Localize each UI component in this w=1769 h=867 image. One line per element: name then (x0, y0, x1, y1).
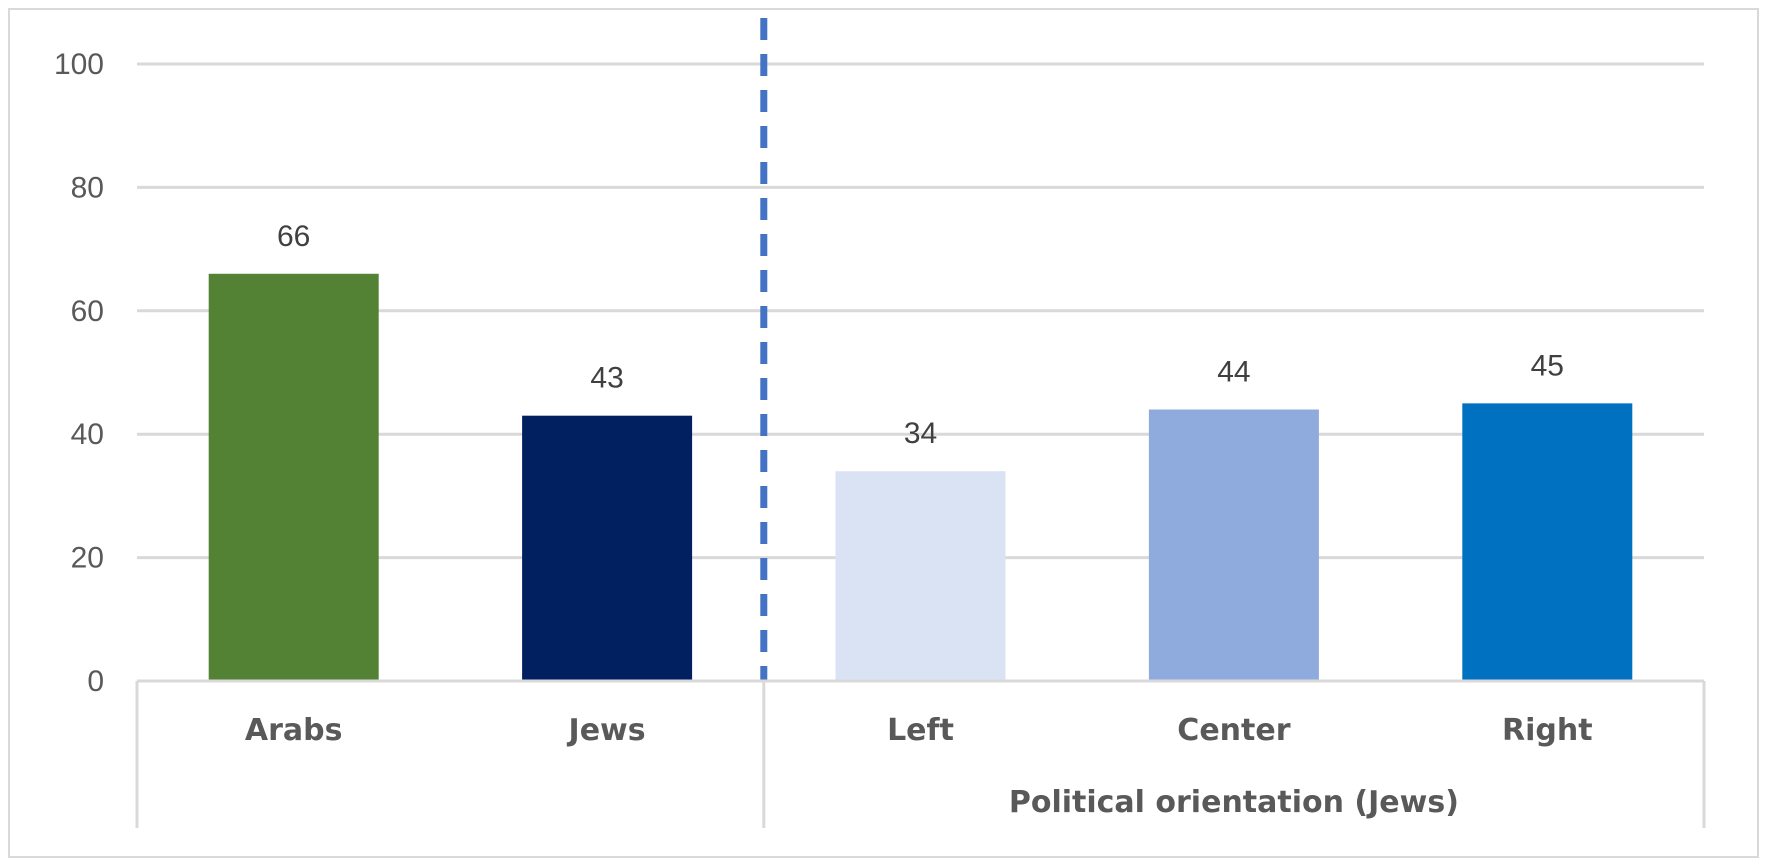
x-axis: Arabs Jews Left Center Right Political orient… (135, 679, 1706, 828)
data-label: 44 (1217, 356, 1250, 389)
x-category-label: Arabs (245, 713, 343, 748)
gridlines (137, 62, 1704, 560)
bar-jews (522, 415, 693, 681)
data-labels: 66 43 34 44 45 (277, 220, 1564, 450)
y-tick-label: 20 (71, 542, 104, 575)
x-category-label: Left (887, 713, 954, 748)
x-category-label: Jews (567, 713, 646, 748)
data-label: 43 (590, 362, 623, 395)
y-tick-label: 0 (87, 665, 104, 698)
bar-right (1462, 403, 1633, 681)
x-category-label: Right (1502, 713, 1593, 748)
bar-arabs (208, 273, 379, 681)
y-tick-label: 100 (54, 48, 104, 81)
bar-center (1148, 409, 1319, 681)
y-tick-label: 40 (71, 418, 104, 451)
y-axis-ticks: 0 20 40 60 80 100 (54, 48, 104, 698)
x-group-label: Political orientation (Jews) (1009, 785, 1459, 820)
x-category-label: Center (1177, 713, 1290, 748)
bar-left (835, 471, 1006, 681)
bars (208, 273, 1633, 681)
data-label: 66 (277, 220, 310, 253)
data-label: 45 (1531, 349, 1564, 382)
data-label: 34 (904, 417, 937, 450)
y-tick-label: 80 (71, 171, 104, 204)
y-tick-label: 60 (71, 295, 104, 328)
